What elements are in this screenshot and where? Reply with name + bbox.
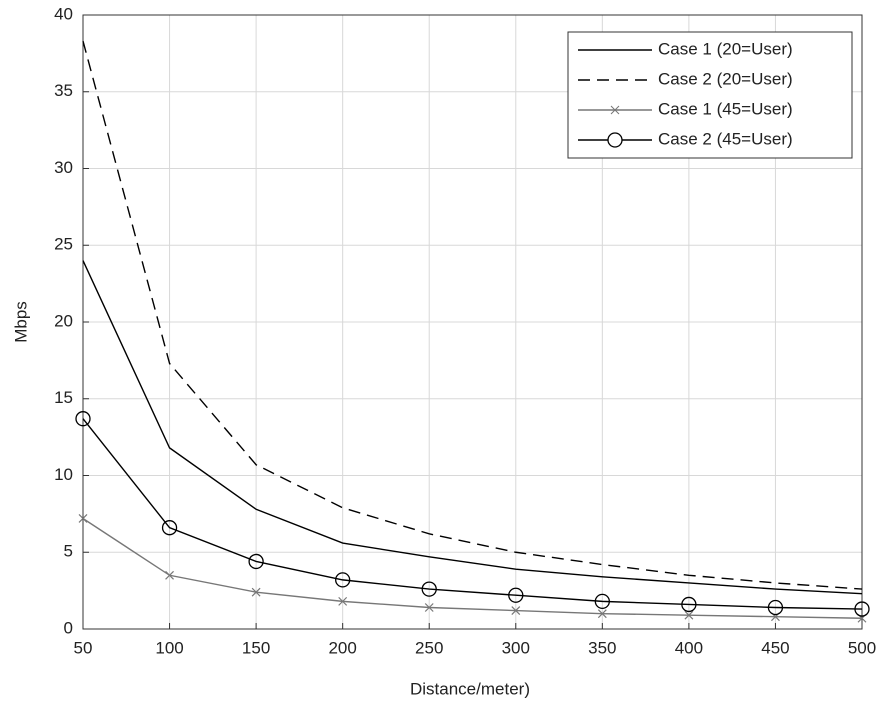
y-tick-label: 35	[54, 81, 73, 100]
marker	[511, 606, 521, 616]
marker	[248, 553, 264, 570]
marker	[421, 581, 437, 597]
x-tick-label: 200	[328, 638, 356, 657]
x-tick-label: 500	[848, 638, 876, 657]
marker	[684, 610, 694, 620]
marker	[424, 603, 434, 612]
series-line	[82, 418, 863, 610]
x-tick-label: 450	[761, 638, 789, 657]
legend-label: Case 1 (45=User)	[658, 99, 793, 118]
x-tick-label: 100	[155, 638, 183, 657]
y-tick-label: 30	[54, 158, 73, 177]
x-tick-label: 350	[588, 638, 616, 657]
legend-label: Case 2 (20=User)	[658, 69, 793, 88]
marker	[251, 587, 261, 597]
series-line	[82, 517, 863, 619]
x-tick-label: 300	[502, 638, 530, 657]
marker	[854, 601, 870, 617]
marker	[78, 514, 88, 523]
series-line	[82, 260, 863, 595]
y-tick-label: 15	[54, 388, 73, 407]
marker	[338, 596, 348, 606]
x-axis-label: Distance/meter)	[410, 679, 530, 698]
x-tick-label: 150	[242, 638, 270, 657]
marker	[335, 572, 351, 588]
x-tick-label: 250	[415, 638, 443, 657]
plot-frame	[82, 14, 863, 630]
x-tick-label: 50	[74, 638, 93, 657]
marker	[75, 411, 91, 427]
y-tick-label: 25	[54, 235, 73, 254]
x-tick-label: 400	[675, 638, 703, 657]
marker	[681, 596, 697, 613]
marker	[508, 587, 524, 603]
y-tick-label: 10	[54, 465, 73, 484]
legend-marker	[607, 132, 623, 148]
y-tick-label: 20	[54, 311, 73, 330]
y-tick-label: 0	[64, 618, 73, 637]
marker	[597, 609, 607, 619]
marker	[165, 570, 174, 580]
y-tick-label: 5	[64, 542, 73, 561]
y-axis-label: Mbps	[11, 301, 30, 343]
marker	[161, 520, 178, 536]
series-line	[82, 40, 863, 590]
marker	[767, 599, 784, 616]
legend-box	[567, 31, 853, 159]
legend-label: Case 1 (20=User)	[658, 39, 793, 58]
marker	[594, 593, 610, 610]
legend-marker	[610, 105, 620, 115]
y-tick-label: 40	[54, 4, 73, 23]
legend-label: Case 2 (45=User)	[658, 129, 793, 148]
